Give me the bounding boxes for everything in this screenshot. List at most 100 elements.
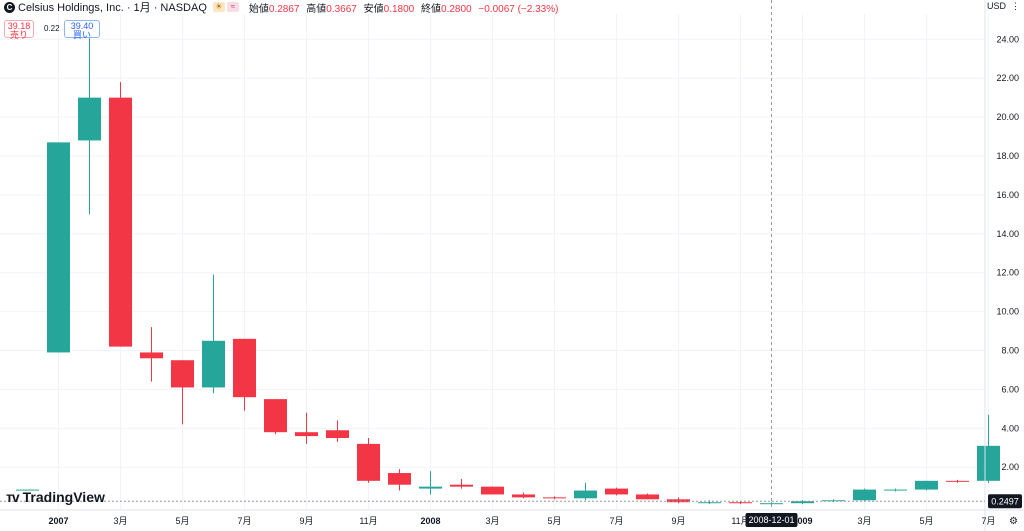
candle (109, 82, 132, 347)
time-tick-label: 3月 (113, 516, 127, 526)
time-tick-label: 7月 (981, 516, 995, 526)
candle (481, 486, 504, 495)
high-label: 高値 (306, 3, 327, 15)
tradingview-logo[interactable]: ᴛᴠ TradingView (6, 489, 105, 505)
price-tick-label: 2.00 (1001, 462, 1019, 472)
symbol-title[interactable]: Celsius Holdings, Inc. · 1月 · NASDAQ (18, 2, 207, 14)
tradingview-wordmark: TradingView (22, 489, 105, 505)
candle (884, 488, 907, 492)
candle-body (543, 497, 566, 499)
candle (419, 471, 442, 495)
candle-body (140, 352, 163, 359)
candle (915, 480, 938, 491)
time-tick-label: 9月 (671, 516, 685, 526)
spread-value: 0.22 (44, 24, 60, 33)
high-value: 0.3667 (326, 3, 357, 15)
candle-body (636, 494, 659, 500)
data-delay-icon[interactable]: ≈ (226, 2, 239, 12)
candles (16, 29, 1000, 505)
candle (605, 487, 628, 496)
candle-body (884, 489, 907, 491)
buy-button[interactable]: 39.40 買い (64, 20, 100, 40)
buy-price: 39.40 (70, 21, 94, 31)
candle (543, 496, 566, 500)
close-label: 終値 (421, 3, 442, 15)
buy-label: 買い (72, 30, 91, 40)
price-tick-label: 14.00 (996, 229, 1019, 239)
time-tick-label: 2009 (792, 516, 812, 526)
open-label: 始値 (248, 3, 269, 15)
candle (140, 327, 163, 382)
candle-body (419, 486, 442, 489)
candle (791, 500, 814, 505)
time-tick-label: 3月 (485, 516, 499, 526)
candle-body (450, 484, 473, 487)
candle-body (481, 486, 504, 495)
candle (295, 412, 318, 444)
settings-gear-icon[interactable]: ⚙ (1009, 516, 1018, 527)
candle-body (791, 501, 814, 504)
candle (977, 414, 1000, 483)
price-tick-label: 12.00 (996, 268, 1019, 278)
time-tick-label: 11月 (359, 516, 377, 526)
time-tick-label: 9月 (299, 516, 313, 526)
candle-body (977, 445, 1000, 481)
candle (171, 360, 194, 425)
candle (326, 420, 349, 442)
candle-body (109, 97, 132, 347)
price-tick-label: 10.00 (996, 307, 1019, 317)
price-tick-label: 22.00 (996, 73, 1019, 83)
candle-body (946, 480, 969, 482)
candle-body (78, 97, 101, 141)
open-value: 0.2867 (268, 3, 300, 15)
candle-body (605, 488, 628, 495)
price-axis[interactable]: 2.00 4.00 6.00 8.00 10.00 12.00 14.00 16.00 18.0… (984, 0, 1019, 531)
price-tick-label: 24.00 (996, 34, 1019, 44)
low-value: 0.1800 (383, 3, 415, 15)
candle (47, 142, 70, 353)
currency-label[interactable]: USD (986, 1, 1006, 11)
time-tick-label: 7月 (237, 516, 251, 526)
menu-icon[interactable]: ⋮ (1011, 1, 1020, 11)
candle (264, 399, 287, 435)
price-tick-label: 18.00 (996, 151, 1019, 161)
candle-body (357, 443, 380, 481)
last-price-label: 0.2497 (991, 496, 1019, 506)
candle (202, 274, 225, 394)
candle (388, 469, 411, 491)
candle (946, 479, 969, 483)
candle-body (171, 360, 194, 388)
candle (357, 438, 380, 483)
last-price-badge (988, 494, 1022, 509)
time-tick-label: 11月 (731, 516, 749, 526)
candle-body (47, 142, 70, 353)
candle (16, 489, 39, 491)
candle (760, 502, 783, 505)
candle (512, 492, 535, 499)
candle-body (512, 494, 535, 498)
candle-body (760, 503, 783, 505)
sell-label: 売り (9, 30, 28, 40)
time-tick-label: 3月 (857, 516, 871, 526)
candle-body (388, 473, 411, 485)
price-tick-label: 6.00 (1001, 384, 1019, 394)
tradingview-mark-icon: ᴛᴠ (6, 489, 20, 505)
time-tick-label: 5月 (547, 516, 561, 526)
sell-button[interactable]: 39.18 売り (4, 20, 34, 40)
candle (233, 338, 256, 411)
time-axis[interactable]: 2007 3月 5月 7月 9月 11月 2008 3月 5月 7月 9月 11月 2009 3月 5月 7月 (0, 509, 1024, 526)
time-tick-label: 5月 (175, 516, 189, 526)
candle (78, 29, 101, 215)
low-label: 安値 (363, 3, 384, 15)
candle-body (326, 430, 349, 439)
crosshair-date-badge (745, 513, 798, 527)
time-tick-label: 5月 (919, 516, 933, 526)
change-value: −0.0067 (−2.33%) (478, 3, 559, 15)
time-tick-label: 2008 (420, 516, 440, 526)
candle-body (698, 502, 721, 504)
candle (853, 488, 876, 502)
candle-body (264, 399, 287, 433)
market-status-icon[interactable]: ☀ (212, 2, 225, 12)
